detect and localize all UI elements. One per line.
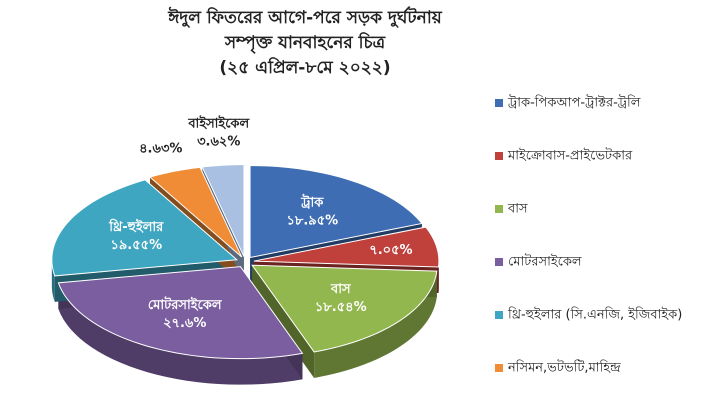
legend-label: ট্রাক-পিকআপ-ট্রাক্টর-ট্রলি [507,95,641,111]
data-label: ১৯.৫৫% [110,238,162,253]
slice-label: মোটরসাইকেল [148,296,223,313]
pie-slice-side [58,282,303,385]
legend-swatch [495,205,503,213]
slice-label: বাস [330,282,352,297]
legend-label: নসিমন,ভটভটি,মাহিন্দ্র [507,360,621,376]
data-label: ৭.০৫% [369,243,412,258]
chart-title: সম্পৃক্ত যানবাহনের চিত্র [224,31,387,54]
legend-swatch [495,152,503,160]
legend-label: বাস [507,202,528,217]
pie-slice [51,179,239,277]
pie-slice [251,264,438,353]
slice-label: নসিমন [142,122,179,139]
pie-slice-side [314,271,437,378]
legend-swatch [495,364,503,372]
data-label: ৪.৬৩% [139,142,182,157]
legend-label: মাইক্রোবাস-প্রাইভেটকার [507,148,633,164]
slice-label: ট্রাক [300,193,324,210]
pie-slice [201,164,245,257]
data-label: ৩.৬২% [197,134,240,149]
legend-label: মোটরসাইকেল [508,254,582,270]
data-label: ২৭.৬% [163,316,206,331]
chart-title: ঈদুল ফিতরের আগে-পরে সড়ক দুর্ঘটনায় [167,6,443,28]
data-label: ১৮.৫৪% [315,300,367,315]
legend-swatch [495,258,503,266]
pie-slice [249,165,423,259]
pie-tops [51,164,440,360]
pie-slice [57,266,304,360]
legend-label: থ্রি-হুইলার (সি.এনজি, ইজিবাইক) [507,307,682,323]
chart-subtitle: (২৫ এপ্রিল-৮মে ২০২২) [219,56,390,78]
data-label: ১৮.৯৫% [286,213,338,228]
pie-slice [253,226,440,268]
legend-swatch [495,311,503,319]
slice-label: থ্রি-হুইলার [108,218,164,235]
slice-label: বাইসাইকেল [187,114,250,131]
legend-swatch [495,99,503,107]
pie-slice [148,166,243,258]
